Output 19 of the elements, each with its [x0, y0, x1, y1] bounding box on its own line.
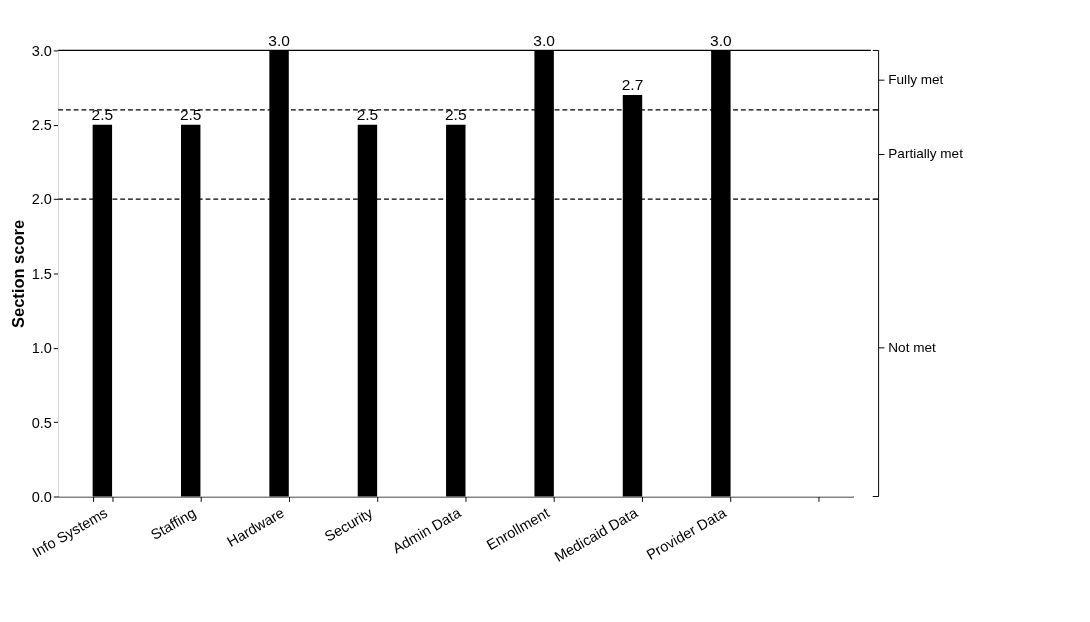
y-tick-label: 2.5 — [31, 117, 52, 134]
y-tick-label: 0.5 — [31, 414, 52, 431]
data-label: 3.0 — [710, 31, 732, 49]
data-label: 3.0 — [268, 31, 291, 49]
y-tick-label: 3.0 — [31, 42, 52, 59]
band-label: Fully met — [888, 72, 944, 88]
y-tick-label: 0.0 — [31, 488, 52, 505]
y-axis-title: Section score — [8, 219, 27, 328]
y-tick-label: 1.5 — [31, 265, 52, 282]
data-label: 2.5 — [445, 105, 467, 123]
data-label: 3.0 — [533, 31, 556, 49]
data-label: 2.5 — [91, 105, 114, 123]
y-tick-label: 2.0 — [31, 191, 52, 208]
band-label: Not met — [888, 339, 937, 355]
band-label: Partially met — [888, 146, 964, 162]
data-label: 2.5 — [179, 105, 202, 123]
y-tick-label: 1.0 — [31, 340, 52, 357]
data-label: 2.7 — [621, 76, 644, 94]
data-label: 2.5 — [356, 105, 379, 123]
